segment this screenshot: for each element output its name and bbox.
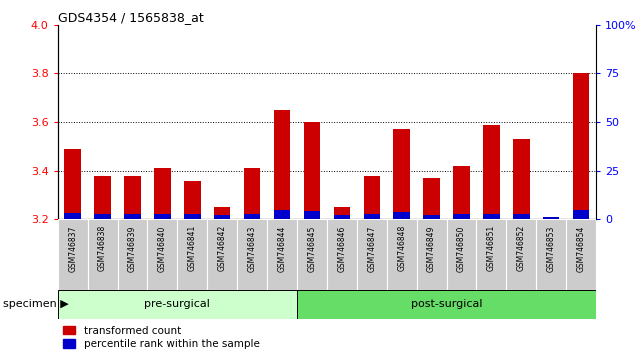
Bar	[88, 219, 117, 290]
Text: GSM746845: GSM746845	[308, 225, 317, 272]
Bar	[333, 207, 350, 219]
Bar	[94, 214, 111, 219]
Text: GSM746837: GSM746837	[68, 225, 77, 272]
Bar	[267, 219, 297, 290]
Bar	[297, 219, 327, 290]
Bar	[333, 215, 350, 219]
Bar	[64, 213, 81, 219]
Bar	[537, 219, 566, 290]
Bar	[387, 219, 417, 290]
Legend: transformed count, percentile rank within the sample: transformed count, percentile rank withi…	[63, 326, 260, 349]
Bar	[573, 74, 590, 219]
Bar	[304, 122, 320, 219]
Bar	[483, 214, 500, 219]
Text: post-surgical: post-surgical	[411, 299, 482, 309]
Bar	[244, 169, 260, 219]
Text: GSM746850: GSM746850	[457, 225, 466, 272]
Bar	[154, 169, 171, 219]
Bar	[363, 176, 380, 219]
Bar	[244, 214, 260, 219]
Text: GSM746853: GSM746853	[547, 225, 556, 272]
Bar	[327, 219, 357, 290]
Bar	[154, 214, 171, 219]
Bar	[394, 130, 410, 219]
Bar	[363, 214, 380, 219]
Bar	[64, 149, 81, 219]
Bar	[304, 211, 320, 219]
Bar	[453, 214, 470, 219]
Bar	[117, 219, 147, 290]
Bar	[513, 214, 529, 219]
Bar	[184, 181, 201, 219]
Text: GSM746841: GSM746841	[188, 225, 197, 272]
Text: GSM746846: GSM746846	[337, 225, 346, 272]
Text: GSM746851: GSM746851	[487, 225, 496, 272]
Text: GSM746844: GSM746844	[278, 225, 287, 272]
Bar	[94, 176, 111, 219]
Bar	[476, 219, 506, 290]
Bar	[566, 219, 596, 290]
Bar	[506, 219, 537, 290]
Text: pre-surgical: pre-surgical	[144, 299, 210, 309]
Bar	[297, 290, 596, 319]
Bar	[214, 215, 231, 219]
Bar	[124, 214, 141, 219]
Bar	[124, 176, 141, 219]
Text: GSM746839: GSM746839	[128, 225, 137, 272]
Bar	[447, 219, 476, 290]
Bar	[543, 217, 560, 219]
Text: GSM746852: GSM746852	[517, 225, 526, 272]
Text: GDS4354 / 1565838_at: GDS4354 / 1565838_at	[58, 11, 203, 24]
Text: GSM746838: GSM746838	[98, 225, 107, 272]
Bar	[573, 210, 590, 219]
Text: GSM746842: GSM746842	[218, 225, 227, 272]
Bar	[423, 215, 440, 219]
Bar	[417, 219, 447, 290]
Bar	[483, 125, 500, 219]
Bar	[453, 166, 470, 219]
Bar	[58, 290, 297, 319]
Bar	[394, 212, 410, 219]
Bar	[543, 217, 560, 219]
Bar	[214, 207, 231, 219]
Bar	[147, 219, 178, 290]
Bar	[274, 110, 290, 219]
Text: GSM746854: GSM746854	[577, 225, 586, 272]
Text: specimen ▶: specimen ▶	[3, 299, 69, 309]
Text: GSM746849: GSM746849	[427, 225, 436, 272]
Bar	[184, 214, 201, 219]
Text: GSM746843: GSM746843	[247, 225, 256, 272]
Bar	[207, 219, 237, 290]
Bar	[274, 210, 290, 219]
Bar	[58, 219, 88, 290]
Bar	[237, 219, 267, 290]
Bar	[423, 178, 440, 219]
Bar	[357, 219, 387, 290]
Text: GSM746848: GSM746848	[397, 225, 406, 272]
Bar	[513, 139, 529, 219]
Bar	[178, 219, 207, 290]
Text: GSM746847: GSM746847	[367, 225, 376, 272]
Text: GSM746840: GSM746840	[158, 225, 167, 272]
